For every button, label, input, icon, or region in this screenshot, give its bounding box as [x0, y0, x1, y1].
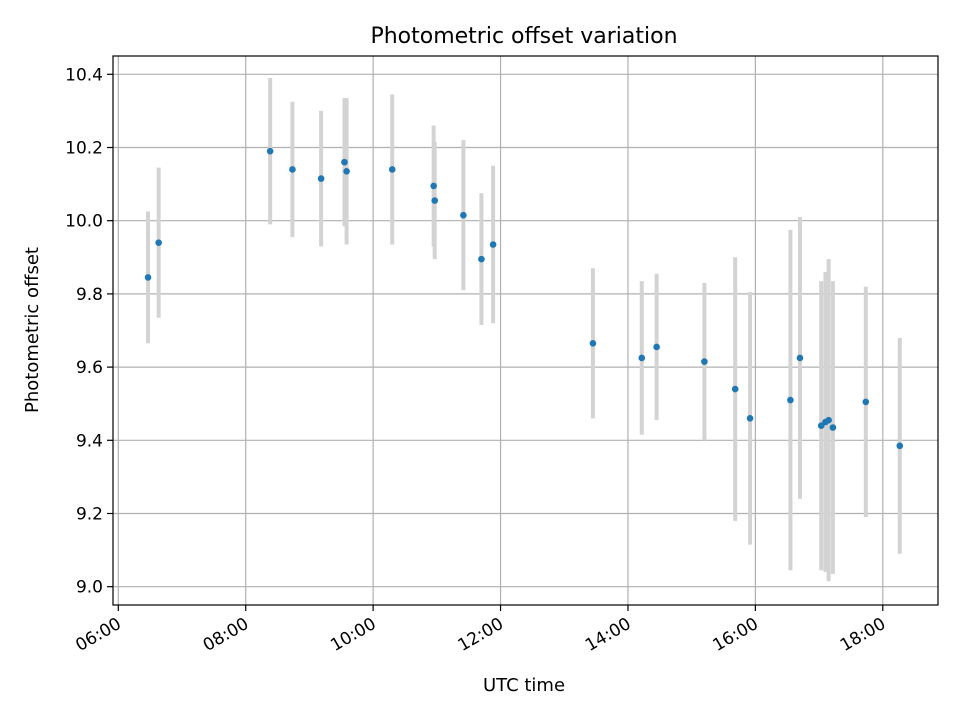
data-point [317, 175, 325, 182]
data-point [653, 343, 660, 351]
data-point [266, 147, 274, 155]
x-tick-label: 14:00 [582, 614, 634, 656]
data-point [862, 398, 870, 406]
data-point [289, 166, 296, 173]
data-point [787, 396, 794, 404]
chart-title: Photometric offset variation [370, 24, 677, 49]
data-points [144, 147, 904, 450]
data-point [638, 354, 646, 362]
data-point [478, 255, 485, 263]
data-point [343, 167, 350, 175]
data-point [489, 241, 497, 248]
data-point [896, 442, 904, 450]
data-point [829, 424, 837, 431]
y-axis-label: Photometric offset [22, 247, 43, 413]
x-tick-label: 16:00 [709, 614, 761, 656]
x-tick-label: 10:00 [327, 614, 379, 656]
plot-area-frame [112, 55, 939, 606]
x-tick-label: 08:00 [200, 614, 252, 656]
data-point [746, 415, 754, 422]
y-tick-label: 9.8 [76, 285, 103, 305]
x-tick-label: 12:00 [455, 614, 507, 656]
y-axis: 9.0 9.2 9.4 9.6 9.8 10.0 10.2 10.4 [65, 65, 113, 598]
y-tick-label: 9.4 [76, 431, 103, 451]
data-point [731, 385, 739, 393]
y-tick-label: 10.4 [65, 65, 103, 85]
data-point [589, 340, 597, 347]
data-point [825, 416, 832, 424]
y-tick-label: 9.6 [76, 358, 103, 378]
y-tick-label: 10.0 [65, 212, 103, 232]
data-point [144, 274, 152, 281]
x-axis: 06:00 08:00 10:00 12:00 14:00 16:00 18:00 [72, 605, 889, 656]
data-point [431, 197, 439, 204]
x-tick-label: 18:00 [837, 614, 889, 656]
data-point [388, 166, 396, 173]
data-point [155, 239, 162, 246]
y-tick-label: 9.0 [76, 578, 103, 598]
data-point [430, 182, 437, 190]
y-tick-label: 10.2 [65, 139, 103, 159]
grid [113, 56, 938, 605]
data-point [701, 358, 708, 365]
x-axis-label: UTC time [483, 675, 565, 696]
data-point [460, 211, 467, 219]
data-point [796, 354, 804, 362]
x-tick-label: 06:00 [72, 614, 124, 656]
error-bars [146, 77, 902, 582]
data-point [341, 158, 348, 166]
y-tick-label: 9.2 [76, 505, 103, 525]
